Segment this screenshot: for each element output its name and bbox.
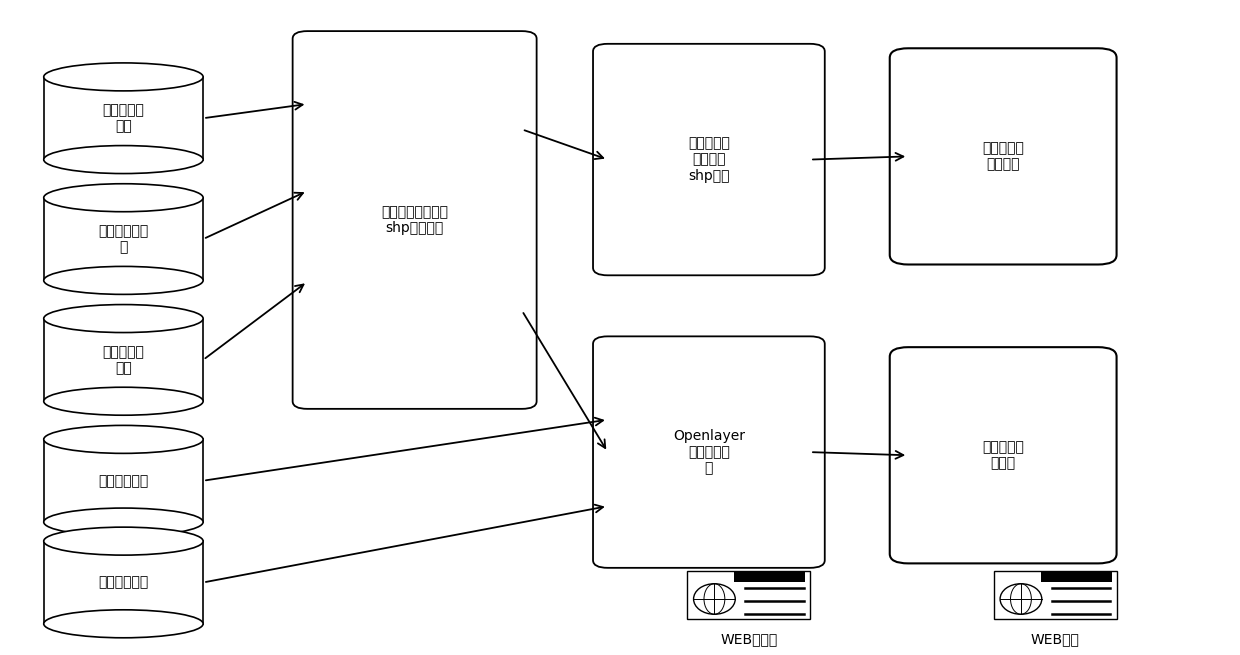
Text: 生成地理色
斑图图层: 生成地理色 斑图图层 [982,141,1024,172]
Text: 动态色斑图层生成
shp矢量文件: 动态色斑图层生成 shp矢量文件 [381,205,448,235]
Text: WEB前端: WEB前端 [1030,632,1080,646]
Ellipse shape [693,584,735,614]
Text: 配变负载率
数据: 配变负载率 数据 [103,103,144,134]
FancyBboxPatch shape [593,337,825,568]
Text: Openlayer
动态图层操
作: Openlayer 动态图层操 作 [673,429,745,476]
FancyBboxPatch shape [293,31,537,409]
Ellipse shape [43,305,203,333]
Bar [43,440,203,522]
Bar [43,198,203,280]
Ellipse shape [43,145,203,174]
Bar [1040,571,1112,582]
Ellipse shape [43,387,203,415]
Bar [994,571,1116,619]
FancyBboxPatch shape [890,347,1116,563]
Ellipse shape [43,184,203,212]
Text: 频繁停电投诉: 频繁停电投诉 [98,474,149,488]
Text: WEB服务端: WEB服务端 [720,632,777,646]
Ellipse shape [43,508,203,536]
FancyBboxPatch shape [890,48,1116,265]
Ellipse shape [43,610,203,638]
Bar [734,571,805,582]
Bar [43,541,203,624]
Ellipse shape [43,267,203,294]
Bar [687,571,810,619]
Ellipse shape [43,527,203,555]
Text: 生成地理散
点图层: 生成地理散 点图层 [982,440,1024,470]
Ellipse shape [43,425,203,453]
Text: 最大负载率数
据: 最大负载率数 据 [98,224,149,254]
Text: 电压合格率
数据: 电压合格率 数据 [103,345,144,375]
Bar [43,77,203,160]
FancyBboxPatch shape [593,44,825,275]
Ellipse shape [1001,584,1042,614]
Ellipse shape [43,63,203,91]
Text: 制定专题图
样，加载
shp文件: 制定专题图 样，加载 shp文件 [688,136,730,183]
Text: 电压质量投诉: 电压质量投诉 [98,576,149,590]
Bar [43,318,203,402]
